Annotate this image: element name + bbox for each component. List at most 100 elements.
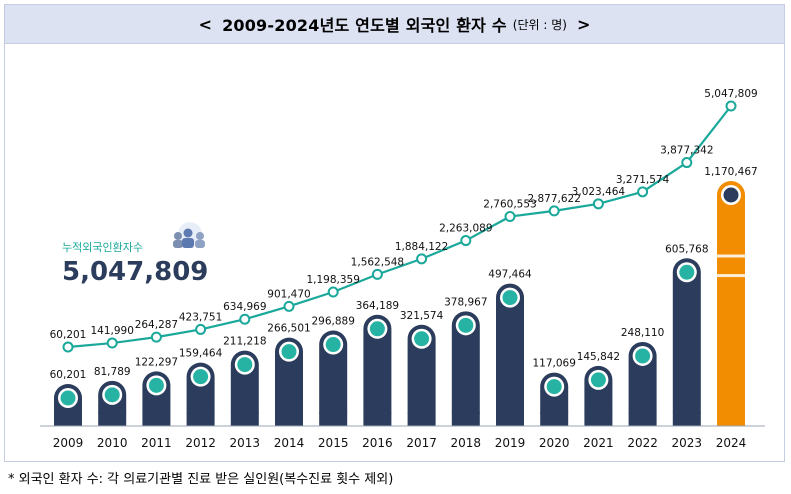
x-tick-2013: 2013 [230,436,261,450]
bar-2015 [319,330,348,426]
cumulative-label: 누적외국인환자수 [62,241,143,254]
bar-2024 [717,181,745,426]
x-tick-2024: 2024 [716,436,747,450]
x-tick-2012: 2012 [185,436,216,450]
bar-marker-2017 [414,331,430,347]
line-label-2015: 1,198,359 [306,274,359,286]
bar-label-2020: 117,069 [532,358,575,370]
line-label-2013: 634,969 [223,301,266,313]
bar-base-2023 [672,412,701,426]
line-label-2010: 141,990 [90,325,133,337]
x-tick-2014: 2014 [274,436,305,450]
bar-label-2013: 211,218 [223,336,266,348]
line-point-2016 [371,268,383,280]
line-point-2023 [681,157,693,169]
chart-unit: (단위 : 명) [512,17,567,32]
line-label-2012: 423,751 [179,311,222,323]
bar-label-2010: 81,789 [94,366,131,378]
bar-base-2015 [319,412,348,426]
footnote: * 외국인 환자 수: 각 의료기관별 진료 받은 실인원(복수진료 횟수 제외… [8,472,394,487]
bar-2016 [363,314,392,426]
bar-base-2019 [496,412,524,426]
line-label-2023: 3,877,342 [660,145,713,157]
bar-marker-2021 [590,372,606,388]
line-label-2017: 1,884,122 [395,241,448,253]
people-icon [173,222,205,248]
bar-base-2020 [540,412,569,426]
x-tick-2020: 2020 [539,436,570,450]
bars-layer [54,181,745,426]
x-tick-2021: 2021 [583,436,614,450]
x-tick-2015: 2015 [318,436,349,450]
bar-label-2017: 321,574 [400,310,444,322]
line-point-2015 [327,286,339,298]
line-label-2011: 264,287 [135,319,178,331]
bar-marker-2010 [104,387,120,403]
bar-base-2021 [584,412,613,426]
bar-label-2014: 266,501 [267,323,310,335]
bar-label-2022: 248,110 [621,327,664,339]
bar-base-2024 [717,412,745,426]
bar-base-2022 [628,412,657,426]
bar-marker-2023 [679,264,695,280]
bar-marker-2016 [369,321,385,337]
bar-base-2014 [275,412,303,426]
bar-marker-2013 [237,357,253,373]
x-tick-2022: 2022 [627,436,658,450]
cumulative-value: 5,047,809 [62,257,208,287]
bar-base-2017 [407,412,436,426]
title-close-bracket: > [576,14,591,34]
chart-title: 2009-2024년도 연도별 외국인 환자 수 [222,16,507,35]
bar-marker-2022 [635,348,651,364]
bar-label-2019: 497,464 [488,269,532,281]
x-tick-2018: 2018 [451,436,482,450]
line-label-2009: 60,201 [50,329,87,341]
line-point-2011 [150,331,162,343]
bar-stripe-2024 [717,254,745,258]
bar-label-2016: 364,189 [356,300,399,312]
bar-marker-2020 [546,379,562,395]
bar-label-2009: 60,201 [50,369,87,381]
labels-layer: 60,201 81,789 122,297159,464211,218266,501… [50,88,758,381]
line-point-2013 [239,313,251,325]
line-label-2020: 2,877,622 [527,193,580,205]
x-tick-2011: 2011 [141,436,172,450]
line-label-2016: 1,562,548 [351,256,404,268]
bar-label-2024: 1,170,467 [704,166,757,178]
line-label-2022: 3,271,574 [616,174,670,186]
chart-frame [4,44,785,462]
bar-base-2009 [54,412,82,426]
cumulative-line [67,105,732,349]
chart-svg: 60,201 81,789 122,297159,464211,218266,501… [40,88,765,450]
line-layer [62,100,737,353]
cumulative-callout: 누적외국인환자수 5,047,809 [62,222,208,287]
bar-label-2011: 122,297 [135,356,178,368]
bar-label-2021: 145,842 [577,351,620,363]
line-label-2021: 3,023,464 [572,186,626,198]
line-point-2022 [637,186,649,198]
line-point-2024 [725,100,737,112]
line-point-2010 [106,337,118,349]
bar-marker-2024 [723,187,739,203]
line-point-2018 [460,235,472,247]
bar-base-2018 [451,412,480,426]
title-open-bracket: < [198,14,213,34]
line-label-2014: 901,470 [267,288,310,300]
bar-base-2012 [186,412,215,426]
bar-marker-2012 [193,369,209,385]
bar-label-2012: 159,464 [179,348,223,360]
bar-base-2016 [363,412,392,426]
bar-marker-2011 [148,377,164,393]
bar-2017 [407,324,436,426]
x-tick-2010: 2010 [97,436,128,450]
line-point-2017 [416,253,428,265]
x-tick-2009: 2009 [53,436,84,450]
bar-label-2023: 605,768 [665,243,708,255]
chart-title-bar: < 2009-2024년도 연도별 외국인 환자 수 (단위 : 명) > [4,4,785,44]
axis-layer: 2009 2010 2011 2012 2013 2014 2015 2016 2017 2018… [40,425,765,450]
bar-marker-2015 [325,337,341,353]
x-tick-2017: 2017 [406,436,437,450]
bar-2018 [451,311,480,426]
line-label-2019: 2,760,553 [483,199,536,211]
bar-base-2013 [230,412,259,426]
